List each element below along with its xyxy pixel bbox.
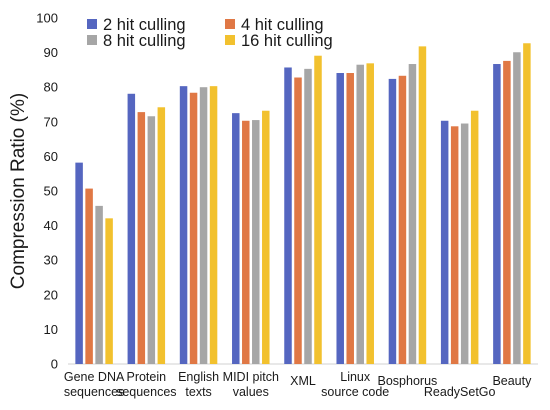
bar [513, 52, 521, 364]
y-tick-label: 20 [44, 287, 58, 302]
y-tick-label: 80 [44, 80, 58, 95]
bar [294, 77, 302, 364]
legend-label: 8 hit culling [103, 32, 186, 50]
bar [137, 112, 146, 364]
x-tick-label: XML [290, 374, 316, 388]
x-tick-label: MIDI pitch [223, 370, 279, 384]
y-tick-label: 60 [44, 149, 58, 164]
bar [440, 120, 449, 364]
bar [75, 162, 83, 364]
bar [408, 64, 417, 365]
x-tick-label: sequences [64, 385, 124, 399]
bar [366, 63, 374, 364]
x-tick-label: Gene DNA [64, 370, 125, 384]
bar [470, 110, 479, 364]
y-tick-label: 100 [36, 11, 58, 26]
bar [336, 73, 344, 364]
legend-label: 16 hit culling [241, 32, 333, 50]
bar [95, 205, 103, 364]
bar [85, 188, 93, 364]
bar [209, 86, 218, 364]
bar [157, 107, 166, 365]
y-axis-label: Compression Ratio (%) [8, 93, 29, 289]
bar [284, 67, 292, 364]
bar [450, 126, 459, 364]
legend-swatch [225, 35, 235, 45]
bar [179, 86, 188, 364]
x-tick-label: Protein [126, 370, 166, 384]
bar [356, 64, 364, 365]
x-tick-label: Beauty [492, 374, 532, 388]
bar [242, 120, 250, 364]
bar [503, 60, 511, 365]
x-tick-label: ReadySetGo [424, 385, 496, 399]
bar [262, 110, 270, 364]
bar [418, 46, 427, 365]
legend-label: 2 hit culling [103, 16, 186, 34]
legend-swatch [87, 35, 97, 45]
y-tick-label: 0 [51, 357, 58, 372]
bar [493, 64, 501, 365]
x-tick-label: English [178, 370, 219, 384]
bar [523, 43, 531, 364]
y-tick-label: 40 [44, 218, 58, 233]
bar [252, 120, 260, 364]
x-tick-label: source code [321, 385, 389, 399]
bar [127, 93, 136, 365]
bar [398, 75, 407, 364]
y-tick-label: 30 [44, 253, 58, 268]
legend-label: 4 hit culling [241, 16, 324, 34]
bar [460, 123, 469, 364]
bar [189, 92, 198, 365]
bar [232, 113, 240, 365]
y-tick-label: 70 [44, 114, 58, 129]
x-tick-label: Linux [340, 370, 371, 384]
bar [314, 55, 322, 365]
bar [105, 218, 113, 364]
x-tick-label: Bosphorus [378, 374, 438, 388]
x-tick-label: values [233, 385, 269, 399]
legend-swatch [225, 19, 235, 29]
x-tick-label: sequences [116, 385, 176, 399]
legend-swatch [87, 19, 97, 29]
bar [346, 73, 354, 364]
y-tick-label: 50 [44, 184, 58, 199]
bar [199, 87, 208, 364]
bar [147, 116, 156, 364]
y-tick-label: 90 [44, 45, 58, 60]
bar [388, 78, 397, 365]
x-tick-label: texts [185, 385, 211, 399]
y-tick-label: 10 [44, 322, 58, 337]
bar [304, 68, 312, 365]
